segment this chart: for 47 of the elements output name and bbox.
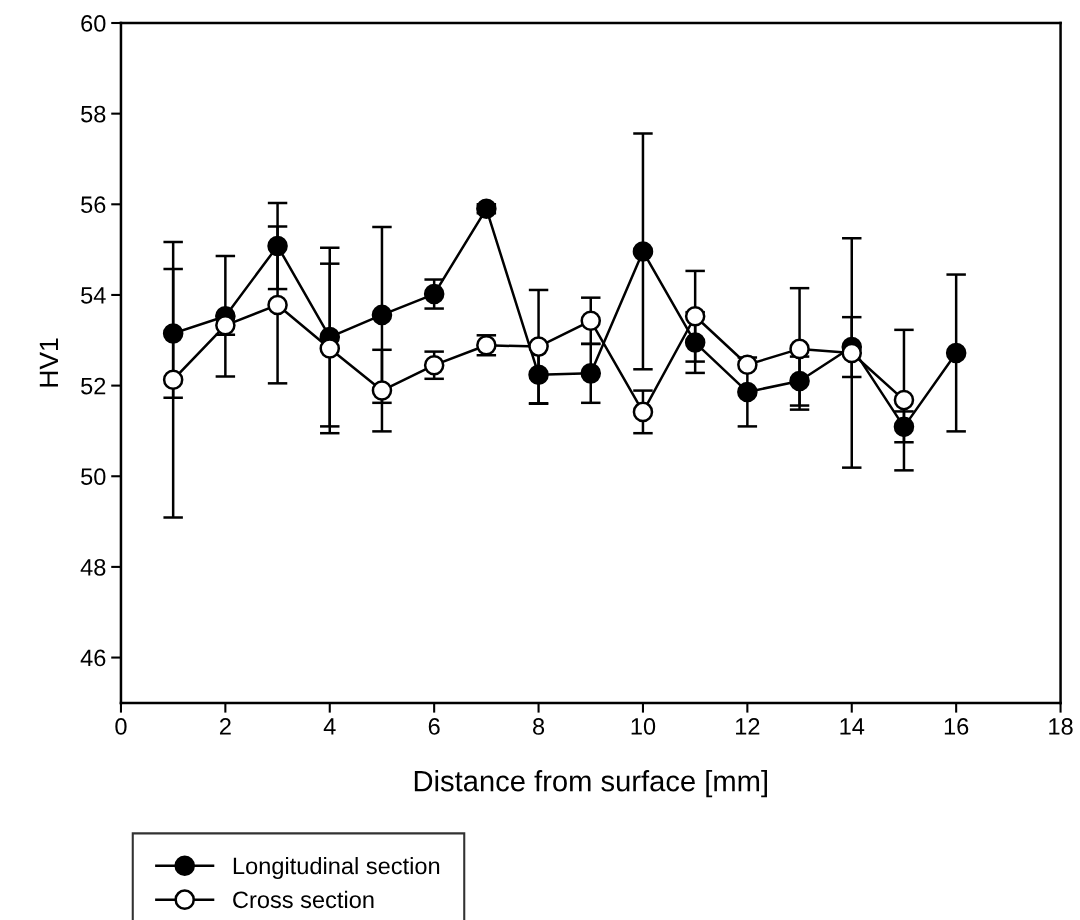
- point: [893, 389, 915, 411]
- x-axis-title: Distance from surface [mm]: [414, 770, 767, 798]
- point: [632, 241, 654, 262]
- x-tick-label: 2: [219, 718, 231, 735]
- point: [945, 342, 967, 364]
- legend-label: Cross section: [233, 890, 374, 909]
- y-tick-label: 50: [81, 468, 106, 486]
- point: [423, 283, 445, 305]
- x-tick-label: 16: [944, 718, 969, 735]
- point: [737, 381, 758, 403]
- point: [893, 416, 915, 438]
- point: [684, 332, 706, 353]
- x-tick-label: 12: [736, 718, 760, 735]
- y-tick-label: 60: [81, 15, 106, 32]
- point: [528, 364, 549, 385]
- legend-label: Longitudinal section: [233, 856, 440, 879]
- y-tick-label: 56: [81, 196, 106, 214]
- point: [580, 363, 602, 384]
- point: [371, 380, 393, 401]
- point: [580, 310, 602, 332]
- point: [267, 294, 288, 316]
- x-tick-label: 0: [115, 718, 127, 735]
- point: [684, 305, 706, 327]
- point: [319, 338, 341, 359]
- y-tick-label: 46: [80, 649, 106, 667]
- y-tick-label: 54: [81, 287, 106, 304]
- point: [528, 336, 549, 357]
- x-tick-label: 14: [840, 718, 865, 735]
- point: [789, 338, 810, 360]
- x-tick-label: 8: [533, 718, 545, 735]
- point: [371, 304, 393, 326]
- point: [267, 235, 288, 257]
- y-tick-label: 48: [80, 558, 106, 576]
- point: [737, 354, 758, 376]
- y-tick-label: 58: [81, 105, 106, 123]
- x-tick-label: 18: [1049, 718, 1073, 735]
- x-tick-label: 10: [631, 718, 656, 735]
- point: [789, 370, 810, 392]
- point: [841, 342, 863, 364]
- point: [162, 323, 184, 344]
- point: [423, 354, 445, 376]
- point: [632, 401, 654, 423]
- point: [162, 369, 184, 390]
- y-axis-title: HV1: [39, 338, 58, 387]
- x-tick-label: 4: [323, 718, 336, 735]
- y-tick-label: 52: [81, 377, 106, 395]
- x-tick-label: 6: [428, 718, 440, 735]
